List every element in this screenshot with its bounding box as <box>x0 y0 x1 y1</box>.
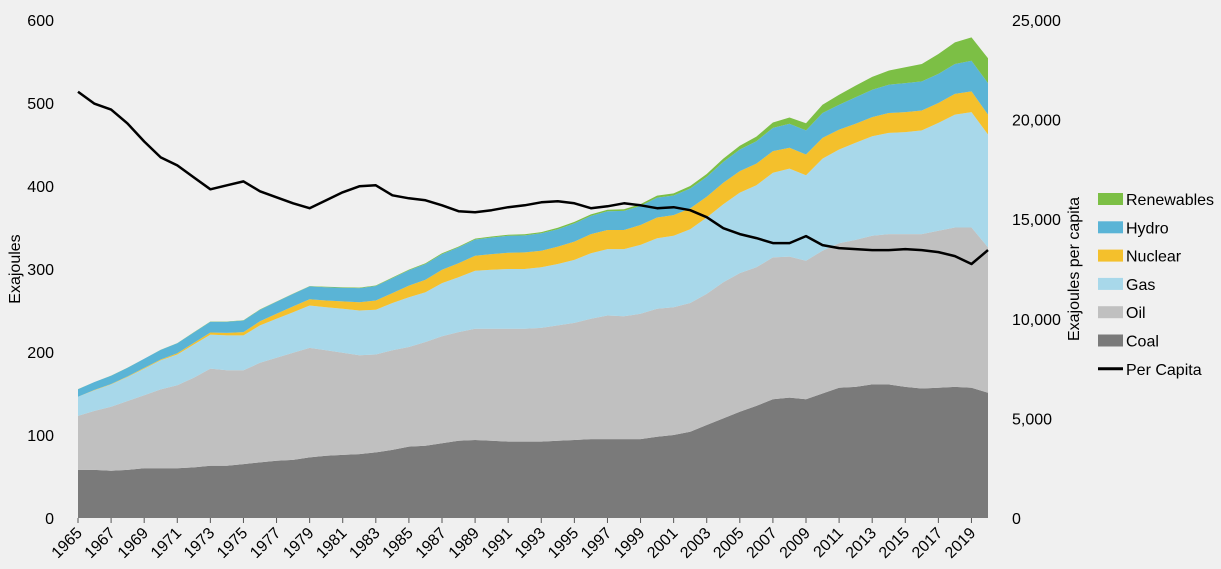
legend-swatch-oil <box>1098 306 1123 319</box>
y-tick-label: 200 <box>27 345 54 362</box>
x-tick-label: 1979 <box>280 525 317 562</box>
x-tick-label: 1973 <box>181 525 218 562</box>
y2-tick-label: 25,000 <box>1012 13 1061 30</box>
y2-tick-label: 0 <box>1012 511 1021 528</box>
area-gas <box>78 112 988 416</box>
x-tick-label: 2009 <box>777 525 814 562</box>
y2-tick-label: 15,000 <box>1012 212 1061 229</box>
x-tick-label: 1981 <box>313 525 350 562</box>
area-oil <box>78 227 988 471</box>
legend-label-nuclear: Nuclear <box>1126 249 1182 266</box>
x-tick-label: 2019 <box>942 525 979 562</box>
per-capita-line <box>77 90 989 266</box>
x-tick-label: 1971 <box>148 525 185 562</box>
x-tick-label: 1983 <box>346 525 383 562</box>
legend: Renewables Hydro Nuclear Gas Oil Coal Per Capi… <box>1098 192 1214 379</box>
per-capita-line-layer <box>77 90 989 266</box>
area-nuclear <box>78 91 988 397</box>
y-tick-label: 300 <box>27 262 54 279</box>
x-tick-label: 2013 <box>843 525 880 562</box>
x-tick-label: 2017 <box>909 525 946 562</box>
legend-label-per-capita: Per Capita <box>1126 362 1202 379</box>
legend-swatch-hydro <box>1098 221 1123 234</box>
area-coal <box>78 384 988 518</box>
x-tick-label: 2001 <box>644 525 681 562</box>
x-tick-label: 1967 <box>82 525 119 562</box>
x-tick-label: 2003 <box>677 525 714 562</box>
x-tick-label: 1975 <box>214 525 251 562</box>
y-tick-label: 400 <box>27 179 54 196</box>
area-hydro <box>78 60 988 397</box>
legend-label-gas: Gas <box>1126 277 1155 294</box>
legend-swatch-gas <box>1098 277 1123 290</box>
legend-swatch-renewables <box>1098 193 1123 205</box>
y-axis-title: Exajoules <box>7 234 24 303</box>
x-tick-label: 1987 <box>413 525 450 562</box>
x-tick-label: 2007 <box>744 525 781 562</box>
y-tick-label: 600 <box>27 13 54 30</box>
legend-swatch-nuclear <box>1098 249 1123 262</box>
x-tick-label: 1995 <box>545 525 582 562</box>
x-tick-label: 2015 <box>876 525 913 562</box>
x-tick-label: 1997 <box>578 525 615 562</box>
legend-label-renewables: Renewables <box>1126 192 1214 209</box>
x-tick-label: 2005 <box>710 525 747 562</box>
legend-swatch-coal <box>1098 334 1123 347</box>
x-tick-label: 1969 <box>115 525 152 562</box>
y2-tick-label: 10,000 <box>1012 312 1061 329</box>
x-tick-label: 2011 <box>811 525 847 561</box>
legend-label-coal: Coal <box>1126 334 1159 351</box>
x-tick-label: 1993 <box>512 525 549 562</box>
y2-tick-label: 5,000 <box>1012 411 1052 428</box>
y-tick-label: 500 <box>27 96 54 113</box>
x-tick-label: 1989 <box>446 525 483 562</box>
x-tick-label: 1991 <box>479 525 516 562</box>
y2-axis-title: Exajoules per capita <box>1066 197 1083 341</box>
stacked-areas <box>78 37 988 518</box>
x-tick-label: 1985 <box>380 525 417 562</box>
x-tick-label: 1965 <box>49 525 86 562</box>
x-tick-label: 1999 <box>611 525 648 562</box>
y-tick-label: 100 <box>27 428 54 445</box>
legend-label-oil: Oil <box>1126 305 1146 322</box>
y-tick-label: 0 <box>45 511 54 528</box>
x-tick-label: 1977 <box>247 525 284 562</box>
area-renewables <box>78 37 988 390</box>
legend-label-hydro: Hydro <box>1126 220 1169 237</box>
y2-tick-label: 20,000 <box>1012 113 1061 130</box>
